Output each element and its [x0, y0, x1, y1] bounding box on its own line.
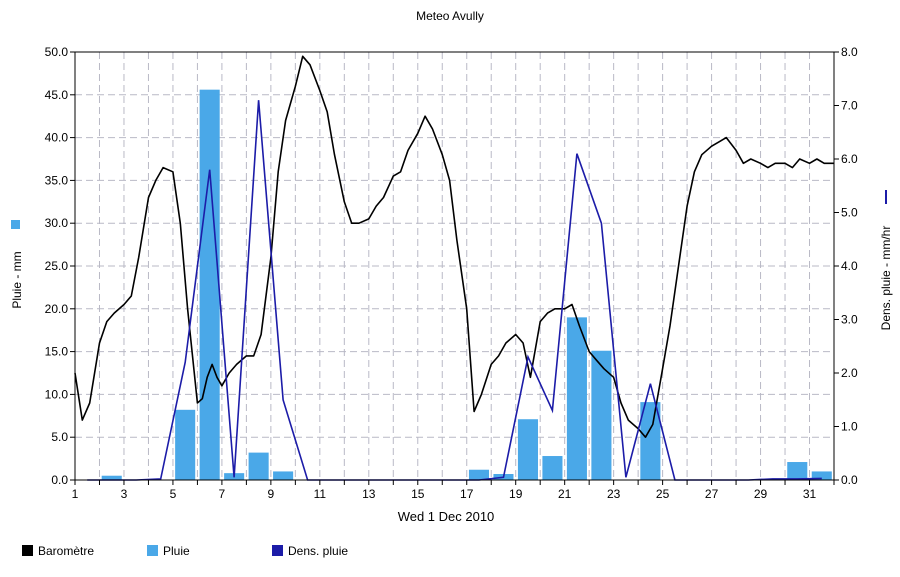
x-tick-label: 13 — [362, 487, 376, 501]
x-axis-ticks: 1 3 5 7 9 11 13 15 17 19 21 23 25 27 29 31 — [72, 480, 835, 501]
x-axis-label: Wed 1 Dec 2010 — [398, 509, 495, 524]
y-right-tick-label: 8.0 — [841, 45, 858, 59]
x-tick-label: 9 — [268, 487, 275, 501]
legend-label: Baromètre — [38, 544, 94, 558]
rain-bar — [101, 475, 122, 480]
rain-bars — [101, 89, 832, 480]
x-tick-label: 31 — [803, 487, 817, 501]
y-left-tick-label: 40.0 — [45, 131, 69, 145]
x-tick-label: 1 — [72, 487, 79, 501]
rain-bar — [566, 317, 587, 480]
y-right-tick-label: 4.0 — [841, 259, 858, 273]
y-left-tick-label: 0.0 — [51, 473, 68, 487]
barometer-line — [74, 55, 834, 438]
y-axis-right-title: Dens. pluie - mm/hr — [879, 190, 893, 330]
chart-title: Meteo Avully — [416, 9, 484, 23]
legend-label: Dens. pluie — [288, 544, 348, 558]
x-tick-label: 7 — [219, 487, 226, 501]
rain-bar — [468, 469, 490, 480]
y-left-tick-label: 35.0 — [45, 173, 69, 187]
y-axis-left-ticks: 0.0 5.0 10.0 15.0 20.0 25.0 30.0 35.0 40.0 45.0 50… — [45, 45, 75, 487]
y-left-tick-label: 25.0 — [45, 259, 69, 273]
y-right-tick-label: 1.0 — [841, 420, 858, 434]
x-tick-label: 19 — [509, 487, 523, 501]
legend-swatch — [147, 545, 158, 556]
y-left-tick-label: 15.0 — [45, 345, 69, 359]
legend-label: Pluie — [163, 544, 190, 558]
x-tick-label: 17 — [460, 487, 474, 501]
rain-bar — [517, 419, 538, 480]
x-tick-label: 11 — [314, 487, 327, 501]
y-axis-right-label: Dens. pluie - mm/hr — [879, 226, 893, 331]
rain-bar — [787, 462, 808, 480]
legend: Baromètre Pluie Dens. pluie — [22, 544, 348, 558]
y-left-tick-label: 10.0 — [45, 387, 69, 401]
legend-swatch — [22, 545, 33, 556]
rain-bar — [640, 402, 661, 480]
y-right-tick-label: 7.0 — [841, 99, 858, 113]
y-axis-left-label: Pluie - mm — [10, 251, 24, 308]
barometer-series-line — [74, 55, 834, 438]
y-left-tick-label: 45.0 — [45, 88, 69, 102]
rain-bar — [273, 471, 294, 480]
x-tick-label: 27 — [705, 487, 719, 501]
x-tick-label: 3 — [121, 487, 128, 501]
y-axis-left-title: Pluie - mm — [10, 220, 24, 309]
x-tick-label: 25 — [656, 487, 670, 501]
y-right-tick-label: 2.0 — [841, 366, 858, 380]
x-tick-label: 15 — [411, 487, 425, 501]
y-left-tick-label: 5.0 — [51, 430, 68, 444]
x-tick-label: 5 — [170, 487, 177, 501]
x-tick-label: 21 — [558, 487, 572, 501]
rain-bar — [591, 350, 612, 480]
x-tick-label: 23 — [607, 487, 621, 501]
y-left-tick-label: 30.0 — [45, 216, 69, 230]
rain-bar — [175, 409, 196, 480]
rain-bar — [199, 89, 220, 480]
y-left-tick-label: 20.0 — [45, 302, 69, 316]
pluie-swatch — [11, 220, 20, 229]
y-right-tick-label: 6.0 — [841, 152, 858, 166]
y-left-tick-label: 50.0 — [45, 45, 69, 59]
y-right-tick-label: 5.0 — [841, 206, 858, 220]
rain-bar — [542, 456, 563, 480]
x-tick-label: 29 — [754, 487, 768, 501]
y-axis-right-ticks: 0.0 1.0 2.0 3.0 4.0 5.0 6.0 7.0 8.0 — [834, 45, 858, 487]
legend-swatch — [272, 545, 283, 556]
rain-bar — [248, 452, 269, 480]
y-right-tick-label: 0.0 — [841, 473, 858, 487]
dens-swatch — [885, 190, 887, 204]
y-right-tick-label: 3.0 — [841, 313, 858, 327]
rain-bar — [811, 471, 832, 480]
grid — [75, 51, 834, 480]
